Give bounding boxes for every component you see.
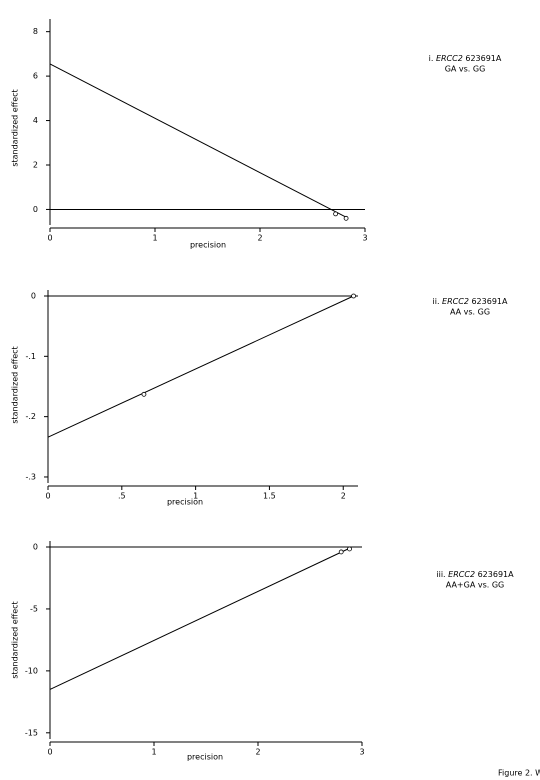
annotation-prefix: iii. (436, 570, 445, 579)
x-tick-label: 1 (193, 492, 198, 501)
y-tick-label: 0 (33, 543, 38, 552)
annotation-comparison: GA vs. GG (445, 65, 486, 74)
x-tick-label: 0 (45, 492, 50, 501)
fit-line (49, 547, 350, 690)
x-tick-label: 3 (359, 748, 364, 757)
fit-line (49, 63, 347, 218)
y-tick-label: 4 (33, 116, 38, 125)
x-axis-label: precision (190, 241, 226, 250)
y-tick-label: 6 (33, 72, 38, 81)
y-axis-label: standardized effect (11, 601, 20, 678)
x-tick-label: 2 (257, 234, 262, 243)
annotation-prefix: ii. (433, 297, 440, 306)
data-point (141, 391, 147, 397)
y-tick-label: -10 (25, 666, 38, 675)
x-tick-label: 1 (152, 234, 157, 243)
annotation-snp: 623691A (465, 54, 502, 63)
annotation-gene: ERCC2 (436, 54, 463, 63)
x-tick-label: 0 (47, 234, 52, 243)
data-point (351, 293, 356, 299)
annotation-snp: 623691A (471, 297, 508, 306)
annotation-prefix: i. (429, 54, 434, 63)
annotation-gene: ERCC2 (442, 297, 469, 306)
x-tick-label: 3 (362, 234, 367, 243)
y-tick-label: -.2 (25, 412, 36, 421)
y-axis-label: standardized effect (11, 89, 20, 166)
annotation: iii. ERCC2 623691A (436, 570, 514, 579)
data-point (333, 211, 339, 217)
y-tick-label: 2 (33, 161, 38, 170)
annotation-comparison: AA+GA vs. GG (446, 581, 504, 590)
x-tick-label: 1 (151, 748, 156, 757)
x-axis-label: precision (167, 498, 203, 507)
figure-caption: Figure 2. W (498, 769, 540, 778)
data-point (338, 549, 344, 555)
x-tick-label: 2 (341, 492, 346, 501)
x-tick-label: 0 (47, 748, 52, 757)
y-tick-label: 8 (33, 27, 38, 36)
x-tick-label: .5 (118, 492, 126, 501)
y-tick-label: -.3 (25, 472, 36, 481)
data-point (347, 546, 352, 552)
y-tick-label: -5 (30, 604, 38, 613)
y-tick-label: -15 (25, 728, 38, 737)
annotation: ii. ERCC2 623691A (433, 297, 509, 306)
y-tick-label: -.1 (25, 352, 36, 361)
annotation: i. ERCC2 623691A (429, 54, 502, 63)
annotation-gene: ERCC2 (448, 570, 475, 579)
x-tick-label: 1.5 (263, 492, 276, 501)
annotation-snp: 623691A (478, 570, 515, 579)
y-axis-label: standardized effect (11, 346, 20, 423)
y-tick-label: 0 (31, 292, 36, 301)
x-axis-label: precision (187, 753, 223, 762)
y-tick-label: 0 (33, 205, 38, 214)
data-point (343, 215, 349, 221)
x-tick-label: 2 (255, 748, 260, 757)
fit-line (47, 295, 354, 438)
annotation-comparison: AA vs. GG (450, 308, 490, 317)
